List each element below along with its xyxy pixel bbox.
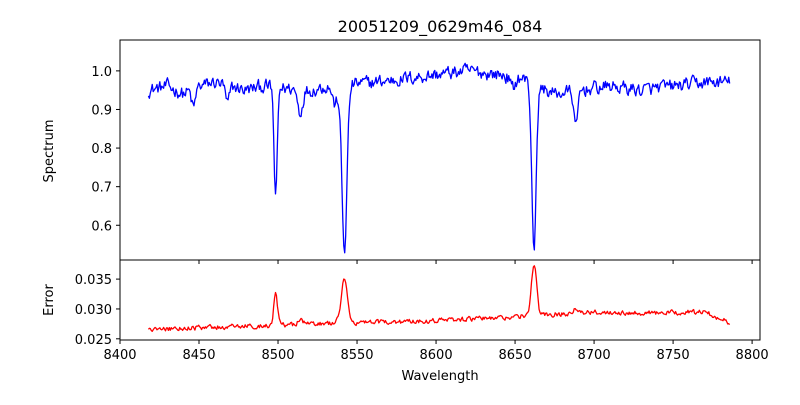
- error-x-tick-label: 8750: [657, 348, 690, 363]
- error-y-tick-label: 0.030: [75, 303, 112, 318]
- spectrum-y-tick-label: 0.6: [91, 219, 112, 234]
- error-x-tick-label: 8600: [420, 348, 453, 363]
- error-x-tick-label: 8450: [182, 348, 215, 363]
- x-axis-label: Wavelength: [401, 369, 478, 384]
- chart-title: 20051209_0629m46_084: [338, 17, 543, 37]
- error-x-tick-label: 8500: [261, 348, 294, 363]
- error-axes-frame: [119, 259, 761, 341]
- spectrum-y-tick-label: 1.0: [91, 65, 112, 80]
- error-x-tick-label: 8800: [736, 348, 769, 363]
- error-x-tick-label: 8400: [103, 348, 136, 363]
- error-y-tick-label: 0.035: [75, 273, 112, 288]
- error-y-axis-label: Error: [42, 284, 57, 316]
- error-x-tick-label: 8650: [499, 348, 532, 363]
- error-x-tick-label: 8550: [340, 348, 373, 363]
- spectrum-y-axis-label: Spectrum: [42, 120, 57, 183]
- error-series-line: [147, 265, 731, 332]
- spectrum-y-tick-label: 0.7: [91, 181, 112, 196]
- error-x-tick-label: 8700: [578, 348, 611, 363]
- spectrum-series-line: [147, 62, 731, 254]
- spectrum-y-tick-label: 0.9: [91, 103, 112, 118]
- spectrum-y-tick-label: 0.8: [91, 142, 112, 157]
- error-y-tick-label: 0.025: [75, 333, 112, 348]
- error-panel: 0.025 0.030 0.035 8400 8450 8500 8550 8600 8650 8…: [75, 259, 769, 363]
